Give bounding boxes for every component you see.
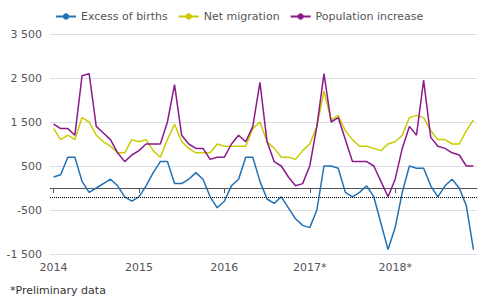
svg-text:Population increase: Population increase (316, 10, 424, 23)
svg-text:*Preliminary data: *Preliminary data (10, 284, 106, 297)
svg-text:-1 500: -1 500 (7, 248, 42, 261)
svg-text:Net migration: Net migration (204, 10, 280, 23)
svg-text:1 500: 1 500 (11, 116, 43, 129)
svg-text:3 500: 3 500 (11, 28, 43, 41)
svg-text:-500: -500 (17, 204, 42, 217)
svg-text:2018*: 2018* (378, 261, 412, 274)
svg-text:2015: 2015 (125, 261, 153, 274)
svg-text:2 500: 2 500 (11, 72, 43, 85)
svg-text:Excess of births: Excess of births (81, 10, 168, 23)
svg-text:500: 500 (21, 160, 42, 173)
svg-text:2014: 2014 (40, 261, 68, 274)
svg-text:2016: 2016 (210, 261, 238, 274)
svg-text:2017*: 2017* (293, 261, 327, 274)
